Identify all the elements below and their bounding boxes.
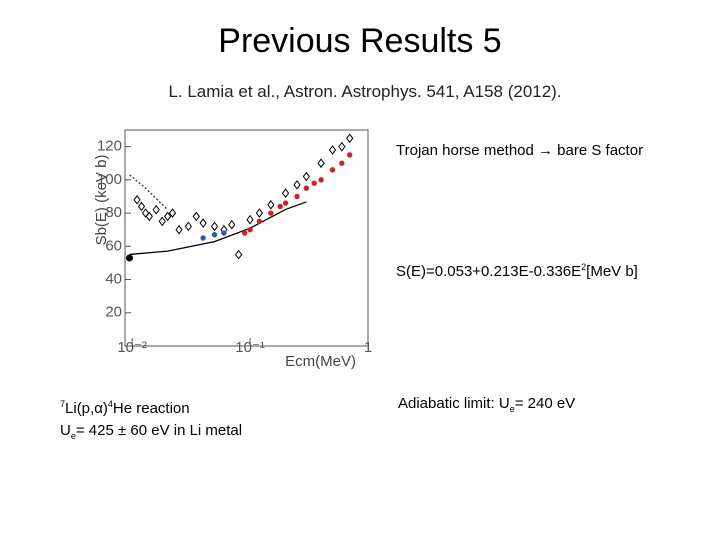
x-tick-label: 1 [364, 339, 372, 356]
data-point [302, 171, 310, 182]
text: Li(p,α) [65, 400, 108, 417]
data-point [145, 211, 153, 222]
slide-subtitle: L. Lamia et al., Astron. Astrophys. 541,… [168, 82, 562, 101]
slide-title: Previous Results 5 [218, 22, 502, 60]
data-point [267, 199, 275, 210]
formula: S(E)=0.053+0.213E-0.336E2[MeV b] [396, 262, 638, 280]
text: = 425 ± 60 eV in Li metal [75, 422, 243, 439]
data-point [210, 221, 219, 232]
data-point [328, 145, 337, 155]
data-point [339, 160, 345, 166]
data-point [329, 167, 336, 173]
data-point [164, 211, 172, 222]
mass: 4 [107, 399, 113, 409]
data-point [228, 219, 236, 230]
data-point [168, 208, 177, 218]
data-point [235, 249, 243, 260]
data-point [281, 188, 290, 198]
data-point [200, 235, 206, 241]
data-point [318, 177, 324, 183]
data-point [133, 194, 141, 205]
data-point [268, 210, 274, 216]
data-point [256, 218, 263, 225]
data-point [221, 230, 227, 236]
data-point [346, 133, 354, 144]
text: U [60, 422, 71, 439]
data-point [211, 231, 218, 238]
data-point [277, 203, 283, 210]
data-point [347, 152, 353, 158]
x-tick-label: 10⁻² [117, 339, 147, 356]
data-point [282, 200, 289, 206]
y-tick-label: 40 [105, 271, 122, 288]
y-tick-label: 20 [105, 304, 122, 321]
y-tick-label: 100 [97, 171, 122, 188]
data-point [199, 218, 207, 228]
data-point [317, 158, 325, 169]
data-point [241, 230, 248, 236]
reaction-note: 7Li(p,α)4He reaction Ue= 425 ± 60 eV in … [60, 393, 242, 447]
x-axis-label: Ecm(MeV) [285, 353, 356, 370]
data-point [294, 193, 300, 200]
x-tick-label: 10⁻¹ [235, 339, 265, 356]
mass: 7 [60, 399, 66, 409]
subscript: e [509, 404, 515, 414]
data-point [152, 204, 160, 215]
data-point [338, 141, 346, 152]
fit-curve [129, 201, 307, 256]
data-point [247, 226, 253, 233]
data-point [137, 201, 146, 212]
text: = 240 eV [514, 395, 576, 412]
adiabatic-note: Adiabatic limit: Ue= 240 eV [398, 395, 575, 414]
plot-frame [124, 129, 369, 347]
data-point [311, 180, 317, 186]
data-point [192, 211, 200, 222]
method-note: Trojan horse method → bare S factor [396, 142, 644, 159]
data-point [184, 221, 193, 232]
text: Adiabatic limit: U [398, 395, 510, 412]
formula-main: S(E)=0.053+0.213E-0.336E [396, 263, 582, 280]
data-point [175, 224, 183, 235]
formula-sup: 2 [581, 262, 587, 272]
formula-unit: [MeV b] [586, 263, 638, 280]
y-tick-label: 60 [105, 237, 122, 254]
fit-curve [129, 174, 169, 211]
data-point [246, 214, 254, 225]
data-point [293, 179, 301, 190]
subscript: e [70, 431, 76, 441]
y-tick-label: 80 [105, 204, 122, 221]
data-point [303, 185, 310, 191]
data-point [158, 216, 166, 227]
y-axis-label: Sb(E) (keV b) [93, 155, 110, 246]
data-point [255, 208, 264, 218]
y-tick-label: 120 [97, 138, 122, 155]
text: He reaction [112, 400, 190, 417]
data-point [126, 254, 134, 262]
